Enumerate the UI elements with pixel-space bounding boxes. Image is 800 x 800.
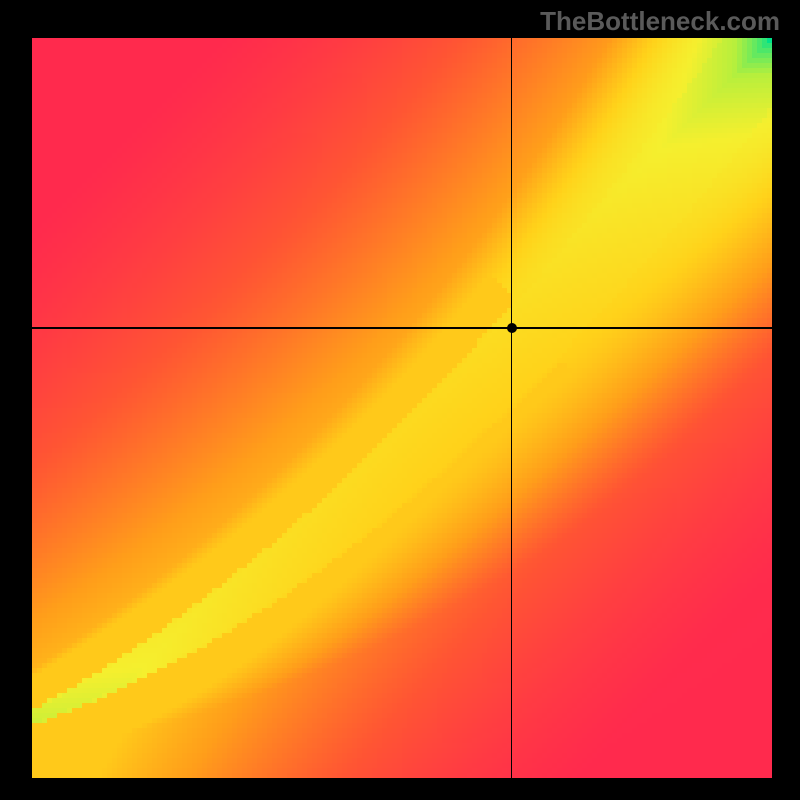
crosshair-vertical (511, 38, 513, 778)
chart-container: TheBottleneck.com (0, 0, 800, 800)
bottleneck-heatmap (32, 38, 772, 778)
watermark-text: TheBottleneck.com (540, 6, 780, 37)
crosshair-marker (507, 323, 517, 333)
crosshair-horizontal (32, 327, 772, 329)
